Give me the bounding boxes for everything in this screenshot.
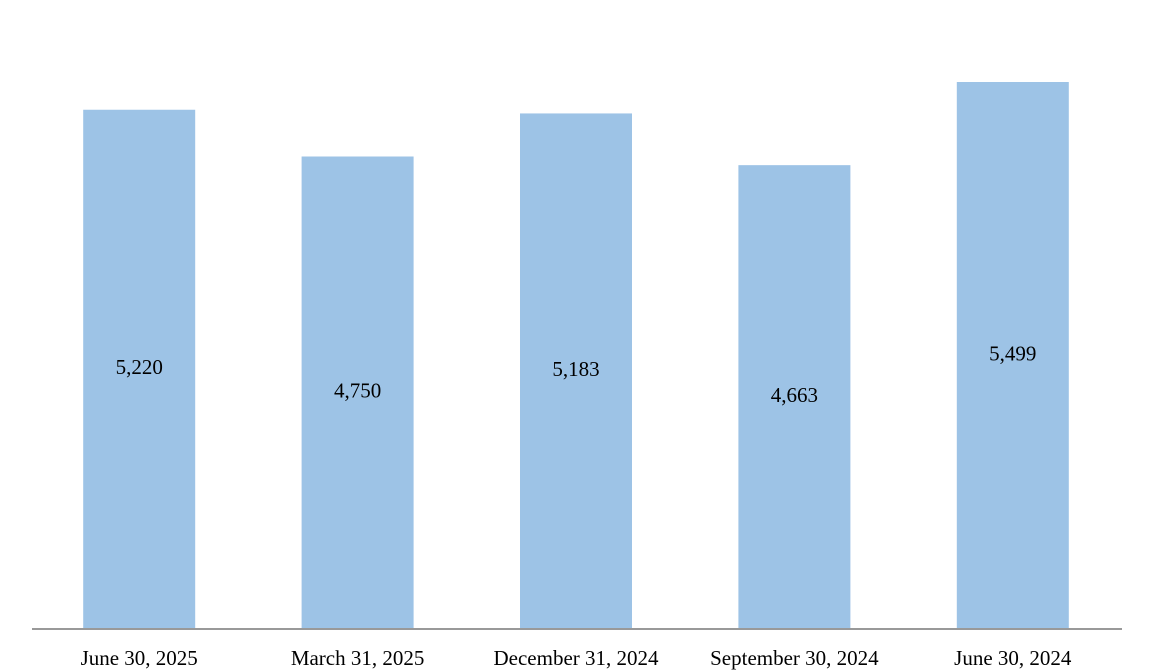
data-label: 5,183 [552,357,599,381]
x-tick-label: June 30, 2025 [81,646,198,670]
x-tick-label: December 31, 2024 [493,646,659,670]
bar [301,156,414,629]
data-label: 5,499 [989,341,1036,365]
bar [738,165,851,629]
x-tick-label: June 30, 2024 [954,646,1072,670]
bar [956,82,1069,629]
bar [520,113,632,629]
x-tick-label: March 31, 2025 [291,646,425,670]
data-label: 4,663 [771,383,818,407]
bar [83,109,196,629]
data-label: 4,750 [334,379,381,403]
x-tick-label: September 30, 2024 [710,646,879,670]
data-label: 5,220 [116,355,163,379]
